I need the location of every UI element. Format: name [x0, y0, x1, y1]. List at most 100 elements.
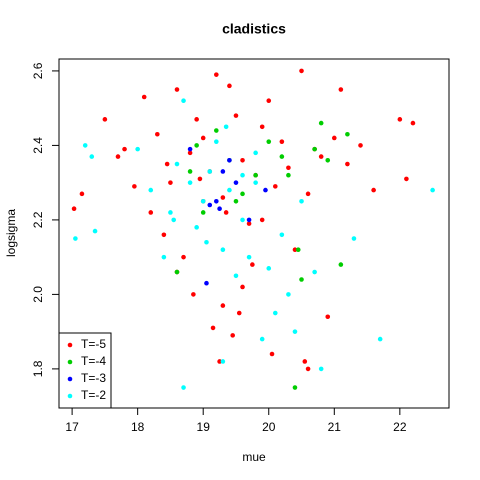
- point: [164, 161, 170, 167]
- legend-label: T=-4: [81, 354, 106, 368]
- x-tick-label: 20: [262, 420, 276, 434]
- y-tick-label: 2.2: [31, 211, 45, 228]
- point: [259, 217, 265, 223]
- point: [161, 254, 167, 260]
- point: [410, 120, 416, 126]
- point: [292, 247, 298, 253]
- point: [233, 273, 239, 279]
- point: [187, 146, 193, 152]
- point: [73, 236, 78, 241]
- point: [227, 83, 232, 89]
- point: [220, 169, 226, 174]
- chart-title: cladistics: [222, 21, 286, 37]
- point: [351, 236, 357, 241]
- point: [223, 210, 229, 215]
- y-axis-label: logsigma: [4, 209, 18, 257]
- point: [302, 359, 308, 364]
- point: [266, 139, 272, 144]
- point: [161, 232, 167, 238]
- point: [240, 284, 245, 290]
- point: [253, 180, 258, 185]
- point: [312, 269, 317, 275]
- point: [377, 336, 383, 342]
- point: [132, 184, 137, 189]
- point: [269, 351, 275, 357]
- point: [345, 161, 350, 167]
- point: [155, 131, 160, 137]
- point: [214, 198, 219, 204]
- point: [279, 232, 285, 238]
- x-tick-label: 22: [393, 420, 407, 434]
- point: [292, 385, 298, 390]
- point: [79, 191, 85, 197]
- point: [240, 172, 245, 178]
- point: [233, 198, 239, 204]
- point: [220, 195, 226, 200]
- point: [240, 191, 245, 197]
- point: [295, 247, 301, 253]
- y-tick-label: 1.8: [31, 360, 45, 377]
- point: [299, 68, 304, 74]
- point: [227, 187, 232, 193]
- point: [168, 180, 173, 185]
- point: [233, 113, 239, 118]
- point: [204, 280, 209, 286]
- legend-marker: [67, 393, 73, 399]
- point: [227, 158, 232, 163]
- point: [214, 128, 219, 133]
- point: [250, 262, 255, 267]
- point: [168, 210, 173, 215]
- point: [223, 124, 229, 130]
- point: [318, 366, 324, 372]
- legend-box: [58, 332, 112, 409]
- point: [240, 158, 245, 163]
- legend-label: T=-3: [81, 371, 106, 385]
- point: [200, 198, 206, 204]
- y-tick-label: 2.6: [31, 62, 45, 79]
- x-axis-label: mue: [242, 450, 266, 464]
- point: [174, 269, 180, 275]
- legend-marker: [67, 359, 73, 365]
- y-tick-label: 2.4: [31, 137, 45, 154]
- point: [207, 169, 213, 174]
- point: [397, 117, 403, 122]
- point: [236, 310, 242, 316]
- point: [135, 146, 140, 152]
- point: [233, 180, 239, 185]
- point: [246, 217, 252, 223]
- point: [181, 98, 186, 104]
- point: [220, 247, 226, 253]
- point: [148, 210, 154, 215]
- point: [200, 210, 206, 215]
- point: [273, 310, 278, 316]
- y-tick-label: 2.0: [31, 286, 45, 303]
- legend-label: T=-2: [81, 388, 106, 402]
- point: [318, 154, 324, 159]
- point: [200, 135, 206, 141]
- point: [141, 94, 147, 100]
- point: [404, 176, 409, 182]
- point: [210, 325, 216, 331]
- point: [187, 180, 193, 185]
- point: [181, 254, 186, 260]
- point: [286, 165, 291, 171]
- point: [187, 150, 193, 156]
- point: [214, 72, 219, 77]
- point: [358, 143, 363, 148]
- point: [338, 262, 344, 267]
- point: [217, 206, 222, 212]
- point: [253, 172, 258, 178]
- point: [115, 154, 121, 159]
- point: [204, 239, 209, 245]
- legend-marker: [67, 376, 73, 382]
- point: [191, 292, 196, 297]
- x-tick-label: 18: [131, 420, 145, 434]
- x-tick-label: 17: [65, 420, 79, 434]
- point: [273, 184, 278, 189]
- point: [197, 176, 203, 182]
- point: [253, 150, 258, 156]
- point: [246, 221, 252, 226]
- point: [305, 191, 311, 197]
- point: [194, 225, 199, 230]
- point: [266, 266, 272, 271]
